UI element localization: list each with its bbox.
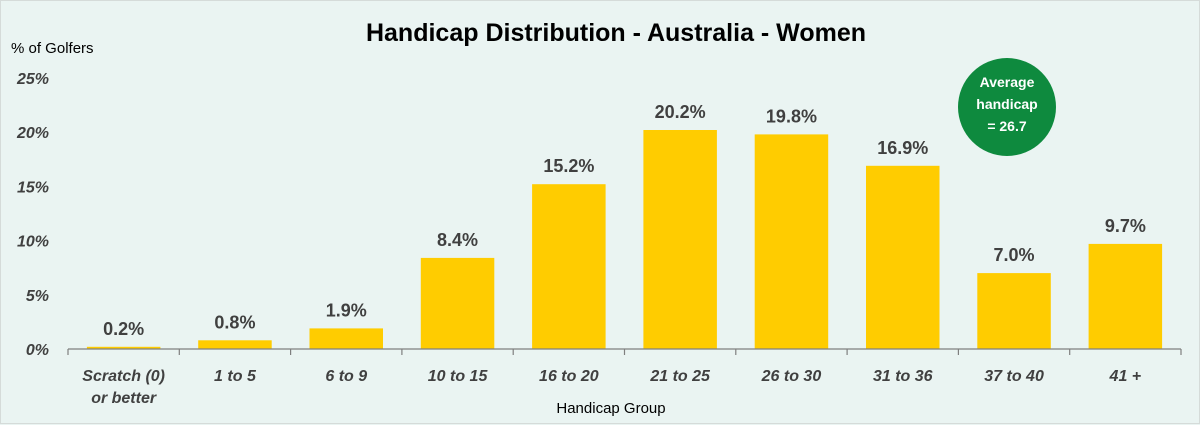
bar-1 <box>198 340 272 349</box>
x-tick-label: 37 to 40 <box>984 368 1044 385</box>
average-badge-text: Average <box>980 74 1035 90</box>
x-tick-label: 6 to 9 <box>325 368 367 385</box>
y-tick-label: 5% <box>26 288 49 305</box>
x-tick-label: 1 to 5 <box>214 368 257 385</box>
x-tick-label: 21 to 25 <box>649 368 711 385</box>
x-axis-label: Handicap Group <box>556 400 665 417</box>
bar-5 <box>643 130 717 349</box>
bar-3 <box>420 257 495 349</box>
bar-4 <box>532 184 606 349</box>
data-label: 1.9% <box>326 300 367 320</box>
x-tick-label: 10 to 15 <box>428 368 489 385</box>
data-label: 8.4% <box>437 230 478 250</box>
bar-9 <box>1088 243 1163 349</box>
average-badge-text: = 26.7 <box>987 118 1027 134</box>
bar-0 <box>86 346 161 349</box>
average-badge <box>958 58 1056 156</box>
x-tick-label: 16 to 20 <box>539 368 599 385</box>
x-tick-label: 41 + <box>1109 368 1142 385</box>
bar-8 <box>977 273 1051 349</box>
bar-2 <box>309 328 383 349</box>
data-label: 19.8% <box>766 106 817 126</box>
average-badge-text: handicap <box>976 96 1037 112</box>
bar-7 <box>866 165 940 349</box>
bar-6 <box>754 134 829 349</box>
y-axis-label: % of Golfers <box>11 40 94 57</box>
chart-title: Handicap Distribution - Australia - Wome… <box>366 19 866 47</box>
data-label: 0.2% <box>103 319 144 339</box>
y-tick-label: 25% <box>16 71 49 88</box>
x-tick-label: Scratch (0) <box>82 368 165 385</box>
data-label: 0.8% <box>214 312 255 332</box>
data-label: 15.2% <box>543 156 594 176</box>
data-label: 7.0% <box>994 245 1035 265</box>
x-tick-label: 31 to 36 <box>873 368 933 385</box>
data-label: 9.7% <box>1105 216 1146 236</box>
x-tick-label: or better <box>91 390 157 407</box>
y-tick-label: 10% <box>17 234 49 251</box>
x-tick-label: 26 to 30 <box>761 368 822 385</box>
data-label: 16.9% <box>877 138 928 158</box>
data-label: 20.2% <box>655 102 706 122</box>
y-tick-label: 15% <box>17 179 49 196</box>
y-tick-label: 0% <box>26 342 49 359</box>
y-tick-label: 20% <box>16 125 49 142</box>
